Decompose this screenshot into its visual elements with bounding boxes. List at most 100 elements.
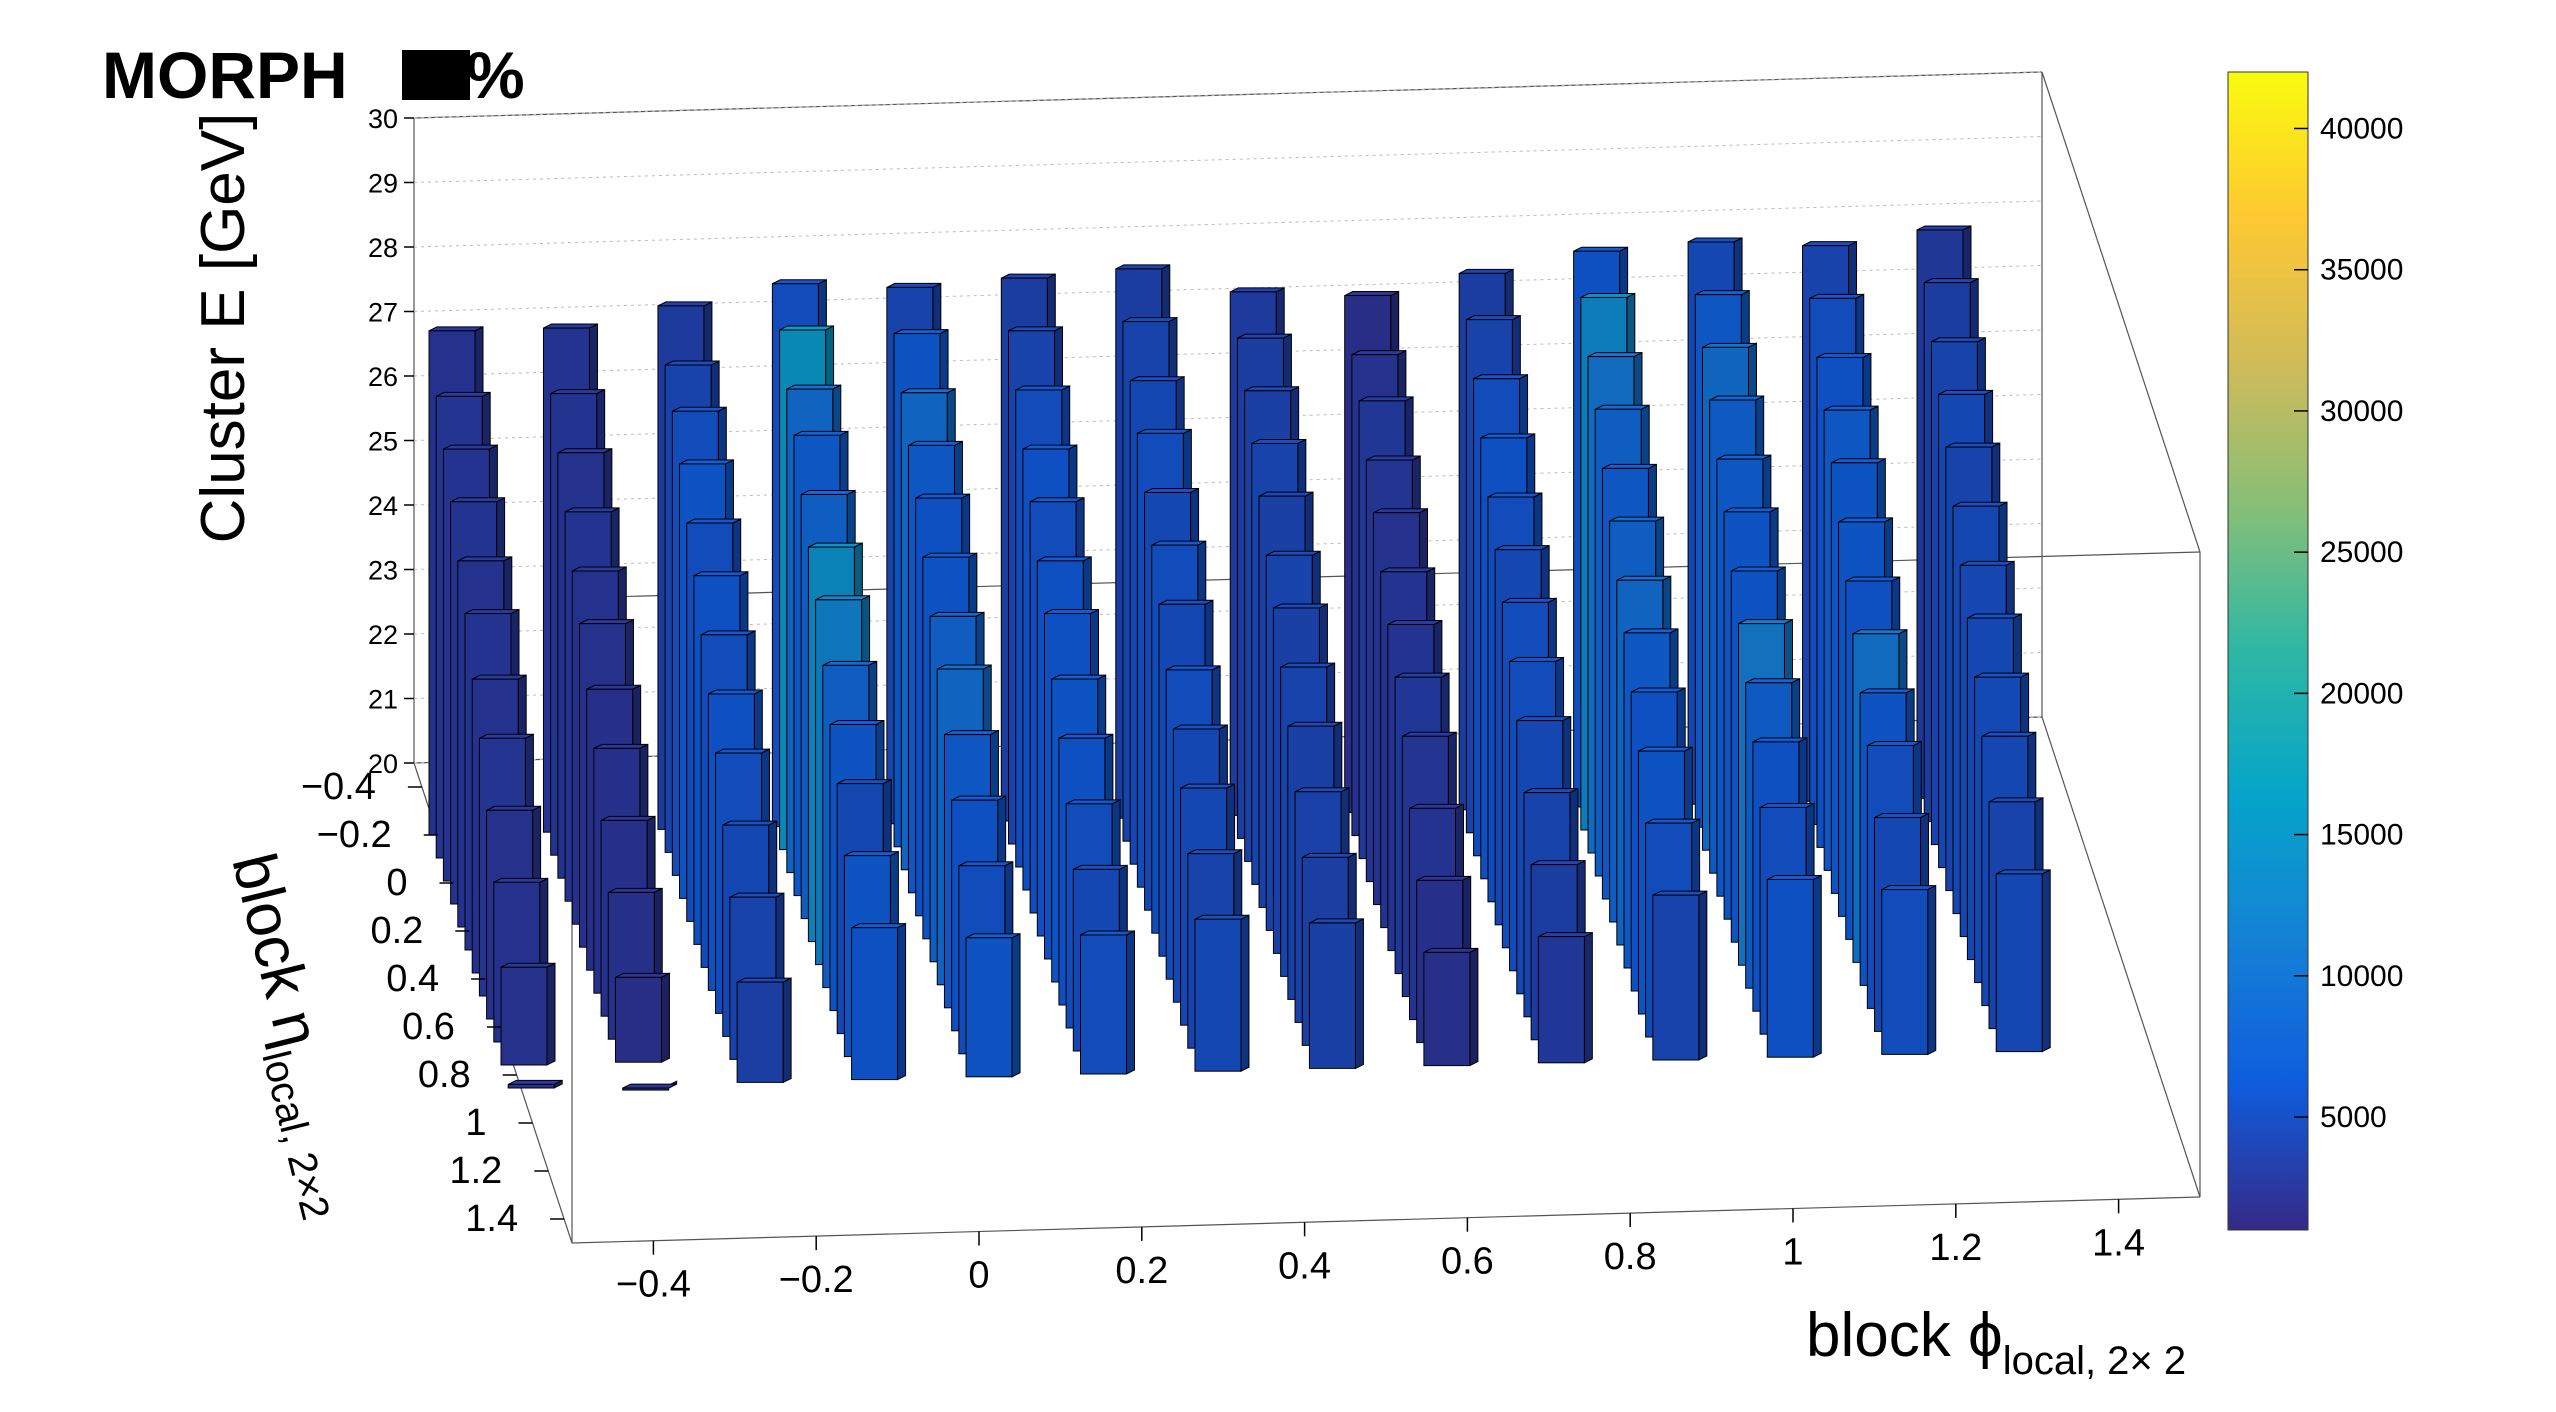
bar-top [958,861,1014,867]
bar-top [700,630,756,636]
x-axis-title-sub: local, 2× 2 [2003,1339,2186,1383]
color-scale-tick-label: 15000 [2320,819,2403,852]
bar-top [1287,721,1343,727]
bar-top [1623,628,1679,634]
bar-top [1874,813,1929,819]
bar-top [1380,567,1435,573]
bar-top [1230,287,1285,293]
bar-top [1867,741,1922,747]
bar-top [443,444,498,450]
bar-top [479,733,534,739]
bar-top [1394,672,1450,678]
bar-top [1767,874,1822,880]
morph-logo: MORPH [102,38,348,112]
bar-top [1923,278,1979,284]
bar-top [450,497,505,503]
bar-top [822,660,878,666]
bar-top [1258,491,1314,497]
z-gridline [413,587,2043,635]
z-tick-label: 23 [368,556,398,586]
x-tick-label: 1 [1782,1232,1803,1274]
bar-top [965,933,1021,939]
x-tick-label: 1.4 [2092,1222,2145,1264]
bar-top [1302,852,1357,858]
bar-top [572,566,627,572]
bar-top [1931,337,1986,343]
bar-top [550,389,605,395]
bar-top [1738,619,1793,625]
bar-top [1881,885,1936,891]
bar-top [1845,576,1900,582]
bar-top [1616,575,1672,581]
bar-top [1137,428,1192,434]
bar-top [1194,914,1250,920]
bar-top [1981,731,2037,737]
bar-top [1351,350,1407,356]
x-tick-label: 1.2 [1929,1227,1982,1269]
color-scale-ticks: 5000 10000 15000 20000 25000 30000 35000 40000 [2294,112,2403,1134]
bar-top [1745,678,1800,684]
bar-top [1609,516,1664,522]
x-tick-label: −0.4 [616,1264,691,1306]
y-axis-title-sub: local, 2×2 [253,1047,337,1225]
redacted-value-block [402,50,470,100]
bar-top [1731,566,1786,572]
bar-top [1466,315,1521,321]
bar-top [1716,454,1772,460]
bar-top [622,1083,677,1089]
bar-top [1144,488,1199,493]
right-top-edge [2041,71,2201,553]
bar-top [1852,629,1908,635]
z-tick-label: 28 [368,233,398,263]
y-tick-label: 0.4 [386,958,439,1000]
bar-top [615,972,670,978]
bar-top [1945,442,2001,448]
z-gridline [413,458,2043,506]
bar [851,922,907,1081]
bar-top [893,329,949,335]
bar-front [1881,889,1929,1055]
bar-top [564,507,620,513]
bar-side [1927,884,1937,1056]
right-floor-edge [2041,716,2201,1198]
bar-top [1244,386,1299,392]
bar-top [1423,947,1479,953]
y-tick-label: −0.2 [317,814,392,856]
bar-top [1480,433,1535,439]
bar-top [507,1079,563,1085]
bar-top [1959,560,2015,566]
color-scale-tick-label: 40000 [2320,112,2403,145]
bar-top [1387,620,1443,625]
z-tick-label: 24 [368,491,398,521]
color-scale-tick-label: 20000 [2320,677,2403,710]
bar-top [1995,869,2051,875]
bar-top [1173,724,1228,730]
bar-top [1530,860,1586,866]
bar-front [1423,951,1471,1067]
bar-top [457,556,513,562]
bar-side [1583,931,1593,1064]
bar-front [1308,922,1356,1069]
bar-top [1687,237,1743,243]
z-gridline [413,265,2043,312]
bar [614,972,670,1064]
bar-top [1494,545,1550,551]
x-tick-label: 0.8 [1604,1236,1657,1278]
bar-top [729,892,785,898]
z-tick-label: 21 [368,685,398,715]
bar-top [686,518,741,524]
bar [1080,930,1136,1075]
bar-top [1416,875,1471,881]
bar-top [1988,797,2044,803]
bar-top [1015,385,1070,391]
bar-top [1280,662,1335,668]
bar-top [1187,849,1242,855]
bar-top [672,406,727,412]
bar-top [1802,241,1857,247]
bar-top [736,977,792,983]
z-tick-label: 29 [368,169,398,199]
bar-top [1709,395,1764,401]
bar-top [915,493,970,499]
bar-top [1294,787,1350,793]
bar-top [1358,396,1414,402]
